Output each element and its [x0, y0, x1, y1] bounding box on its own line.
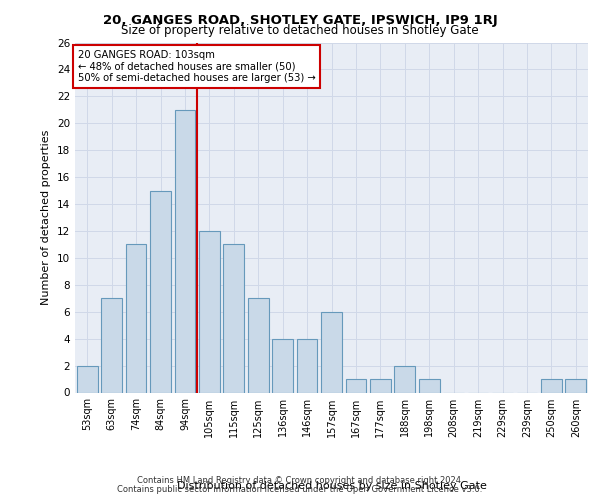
Bar — [248, 298, 269, 392]
X-axis label: Distribution of detached houses by size in Shotley Gate: Distribution of detached houses by size … — [176, 481, 487, 491]
Bar — [419, 379, 440, 392]
Y-axis label: Number of detached properties: Number of detached properties — [41, 130, 52, 305]
Bar — [394, 366, 415, 392]
Bar — [101, 298, 122, 392]
Bar — [565, 379, 586, 392]
Bar — [223, 244, 244, 392]
Text: Size of property relative to detached houses in Shotley Gate: Size of property relative to detached ho… — [121, 24, 479, 37]
Bar — [199, 231, 220, 392]
Bar — [346, 379, 367, 392]
Bar — [541, 379, 562, 392]
Text: Contains public sector information licensed under the Open Government Licence v3: Contains public sector information licen… — [118, 485, 482, 494]
Text: 20, GANGES ROAD, SHOTLEY GATE, IPSWICH, IP9 1RJ: 20, GANGES ROAD, SHOTLEY GATE, IPSWICH, … — [103, 14, 497, 27]
Bar — [321, 312, 342, 392]
Bar — [77, 366, 98, 392]
Bar — [296, 338, 317, 392]
Bar — [175, 110, 196, 393]
Text: Contains HM Land Registry data © Crown copyright and database right 2024.: Contains HM Land Registry data © Crown c… — [137, 476, 463, 485]
Bar — [272, 338, 293, 392]
Bar — [125, 244, 146, 392]
Text: 20 GANGES ROAD: 103sqm
← 48% of detached houses are smaller (50)
50% of semi-det: 20 GANGES ROAD: 103sqm ← 48% of detached… — [77, 50, 316, 82]
Bar — [150, 190, 171, 392]
Bar — [370, 379, 391, 392]
